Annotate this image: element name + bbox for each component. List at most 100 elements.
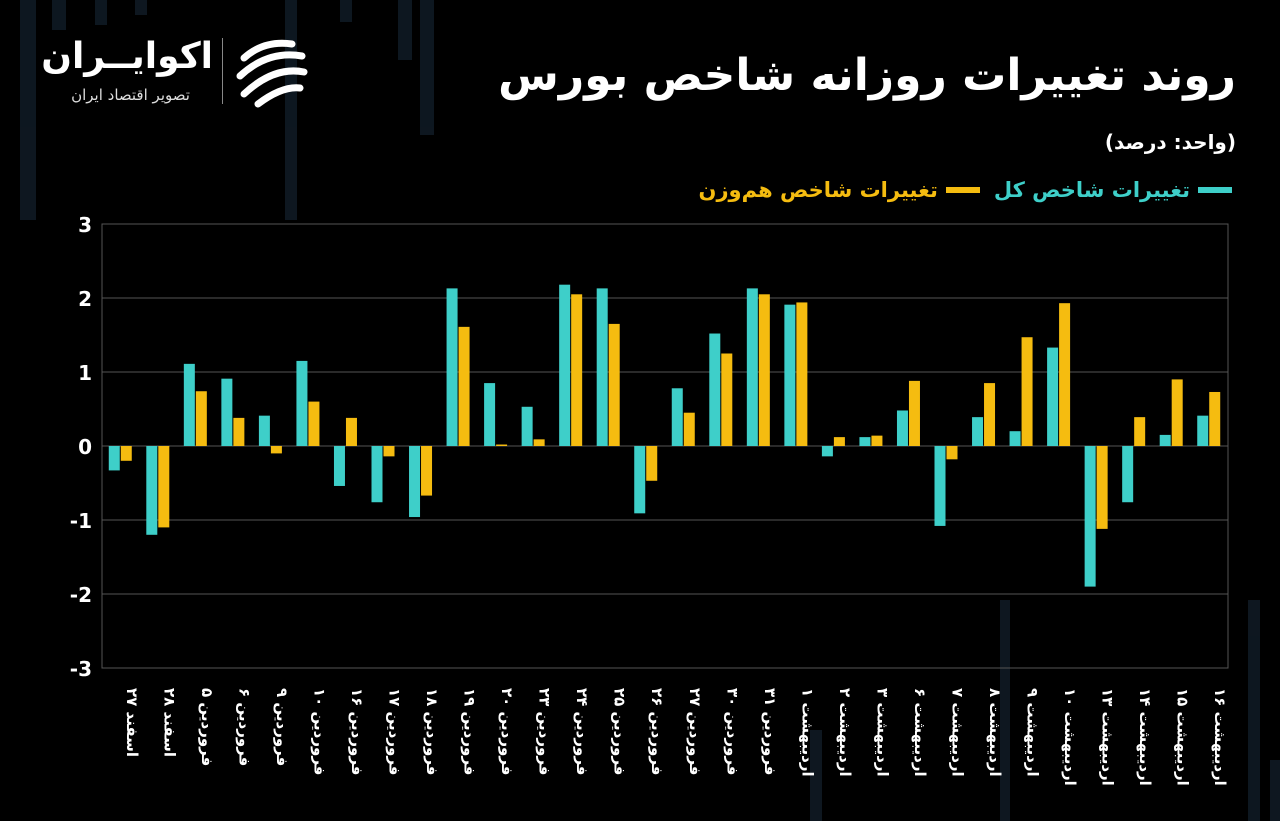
- bar-total: [1122, 446, 1134, 503]
- bar-equal-weight: [158, 446, 170, 528]
- brand-logo: اکوایــران تصویر اقتصاد ایران: [41, 32, 318, 112]
- x-tick-label: ۲۸ اسفند: [160, 688, 178, 757]
- bar-equal-weight: [1059, 303, 1071, 446]
- bar-total: [1197, 415, 1209, 446]
- bar-total: [1009, 431, 1021, 446]
- x-tick-label: ۱ اردیبهشت: [798, 688, 816, 777]
- bar-equal-weight: [308, 401, 320, 446]
- x-tick-label: ۳۰ فروردین: [723, 688, 741, 776]
- x-tick-label: ۱۶ فروردین: [348, 688, 366, 776]
- bar-total: [634, 446, 646, 514]
- x-tick-label: ۳ اردیبهشت: [873, 688, 891, 777]
- x-tick-label: ۱۴ اردیبهشت: [1136, 688, 1154, 786]
- brand-name: اکوایــران: [41, 36, 213, 77]
- bar-total: [596, 288, 608, 446]
- bar-total: [1084, 446, 1096, 587]
- bar-total: [446, 288, 458, 446]
- y-tick-label: -3: [70, 657, 92, 681]
- x-tick-label: ۲۴ فروردین: [573, 688, 591, 776]
- x-tick-label: ۱۶ اردیبهشت: [1211, 688, 1229, 786]
- x-tick-label: ۲۶ فروردین: [648, 688, 666, 776]
- brand-tagline: تصویر اقتصاد ایران: [71, 86, 190, 104]
- legend-item-total: تغییرات شاخص کل: [994, 178, 1232, 202]
- bar-equal-weight: [721, 353, 733, 446]
- unit-label: (واحد: درصد): [1104, 130, 1236, 154]
- bar-total: [859, 437, 871, 446]
- bar-total: [521, 406, 533, 446]
- bar-equal-weight: [758, 294, 770, 446]
- bar-total: [972, 417, 984, 446]
- bar-equal-weight: [345, 417, 357, 446]
- bar-total: [258, 415, 270, 446]
- bar-total: [746, 288, 758, 446]
- bar-equal-weight: [1171, 379, 1183, 446]
- bar-equal-weight: [1209, 391, 1221, 446]
- bar-equal-weight: [1134, 417, 1146, 446]
- y-tick-label: 2: [78, 287, 92, 311]
- bar-equal-weight: [646, 446, 658, 481]
- bar-equal-weight: [120, 446, 132, 461]
- bar-total: [896, 410, 908, 446]
- x-tick-label: ۲ اردیبهشت: [836, 688, 854, 777]
- x-tick-label: ۱۵ اردیبهشت: [1174, 688, 1192, 786]
- x-tick-label: ۳۱ فروردین: [761, 688, 779, 776]
- x-tick-label: ۲۷ اسفند: [123, 688, 141, 757]
- y-tick-label: 3: [78, 213, 92, 237]
- legend-item-equal-weight: تغییرات شاخص هم‌وزن: [699, 178, 980, 202]
- swirl-logo-icon: [236, 39, 308, 108]
- y-tick-label: 1: [78, 361, 92, 385]
- bar-total: [1159, 434, 1171, 446]
- bar-total: [333, 446, 345, 486]
- legend-label-equal-weight: تغییرات شاخص هم‌وزن: [698, 178, 938, 202]
- x-tick-label: ۹ فروردین: [273, 688, 291, 766]
- x-tick-label: ۲۳ فروردین: [536, 688, 554, 776]
- bar-total: [784, 304, 796, 446]
- bar-total: [1047, 347, 1059, 446]
- bar-total: [296, 360, 308, 446]
- bar-total: [183, 363, 195, 446]
- bar-equal-weight: [383, 446, 395, 457]
- legend-label-total: تغییرات شاخص کل: [993, 178, 1190, 202]
- bar-equal-weight: [195, 391, 207, 446]
- y-tick-label: 0: [78, 435, 92, 459]
- bar-equal-weight: [796, 302, 808, 446]
- bar-equal-weight: [908, 380, 920, 446]
- bar-total: [108, 446, 120, 471]
- x-tick-label: ۲۰ فروردین: [498, 688, 516, 776]
- x-tick-label: ۸ اردیبهشت: [986, 688, 1004, 777]
- bar-equal-weight: [871, 435, 883, 446]
- legend-swatch-equal-weight: [945, 187, 980, 193]
- x-tick-label: ۱۸ فروردین: [423, 688, 441, 776]
- bar-equal-weight: [533, 439, 545, 446]
- bar-total: [821, 446, 833, 457]
- bar-equal-weight: [458, 326, 470, 446]
- bar-total: [409, 446, 421, 518]
- x-tick-label: ۵ فروردین: [198, 688, 216, 766]
- bar-total: [934, 446, 946, 526]
- bar-equal-weight: [496, 444, 508, 446]
- x-tick-label: ۹ اردیبهشت: [1024, 688, 1042, 777]
- x-tick-label: ۶ اردیبهشت: [911, 688, 929, 777]
- logo-divider: [222, 38, 223, 104]
- bar-total: [484, 383, 496, 446]
- page-title: روند تغییرات روزانه شاخص بورس: [498, 50, 1236, 101]
- x-tick-label: ۶ فروردین: [235, 688, 253, 766]
- bar-total: [671, 388, 683, 446]
- bar-equal-weight: [421, 446, 433, 496]
- bar-equal-weight: [946, 446, 958, 460]
- legend-swatch-total: [1198, 187, 1232, 193]
- bar-equal-weight: [833, 437, 845, 446]
- x-tick-label: ۱۰ فروردین: [310, 688, 328, 776]
- bar-equal-weight: [608, 323, 620, 446]
- bar-total: [709, 333, 721, 446]
- y-tick-label: -2: [70, 583, 92, 607]
- x-tick-label: ۲۵ فروردین: [611, 688, 629, 776]
- x-tick-label: ۱۷ فروردین: [386, 688, 404, 776]
- x-tick-label: ۱۰ اردیبهشت: [1061, 688, 1079, 786]
- bar-total: [371, 446, 383, 503]
- bar-equal-weight: [1096, 446, 1108, 529]
- bar-total: [146, 446, 158, 535]
- x-tick-label: ۷ اردیبهشت: [949, 688, 967, 777]
- bar-equal-weight: [571, 294, 583, 446]
